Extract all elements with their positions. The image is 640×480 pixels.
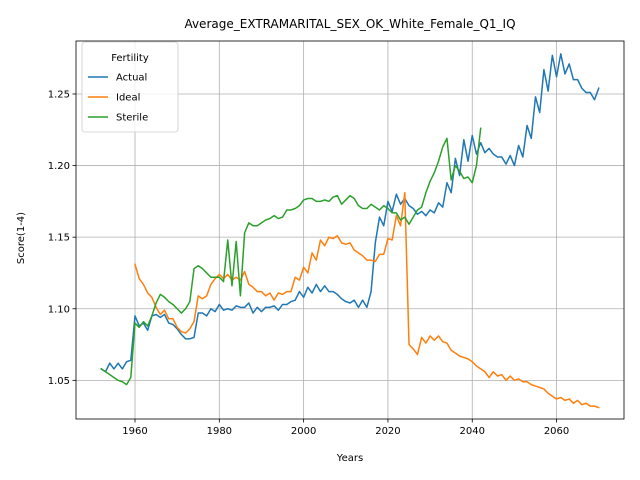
y-tick-label: 1.25 bbox=[48, 89, 70, 100]
x-axis-label: Years bbox=[336, 453, 363, 464]
x-tick-label: 1980 bbox=[207, 426, 232, 437]
y-axis-label: Score(1-4) bbox=[16, 212, 27, 264]
legend-label-actual: Actual bbox=[116, 73, 147, 84]
y-tick-label: 1.05 bbox=[48, 376, 70, 387]
legend-label-sterile: Sterile bbox=[116, 113, 148, 124]
x-tick-label: 2060 bbox=[544, 426, 569, 437]
x-tick-label: 1960 bbox=[122, 426, 147, 437]
y-tick-label: 1.10 bbox=[48, 304, 70, 315]
x-tick-label: 2000 bbox=[291, 426, 316, 437]
chart-title: Average_EXTRAMARITAL_SEX_OK_White_Female… bbox=[184, 17, 515, 31]
legend-title: Fertility bbox=[111, 53, 149, 64]
y-tick-label: 1.15 bbox=[48, 233, 70, 244]
x-tick-label: 2020 bbox=[375, 426, 400, 437]
x-tick-label: 2040 bbox=[460, 426, 485, 437]
y-tick-label: 1.20 bbox=[48, 161, 70, 172]
legend-label-ideal: Ideal bbox=[116, 93, 140, 104]
legend: Fertility Actual Ideal Sterile bbox=[82, 42, 178, 132]
